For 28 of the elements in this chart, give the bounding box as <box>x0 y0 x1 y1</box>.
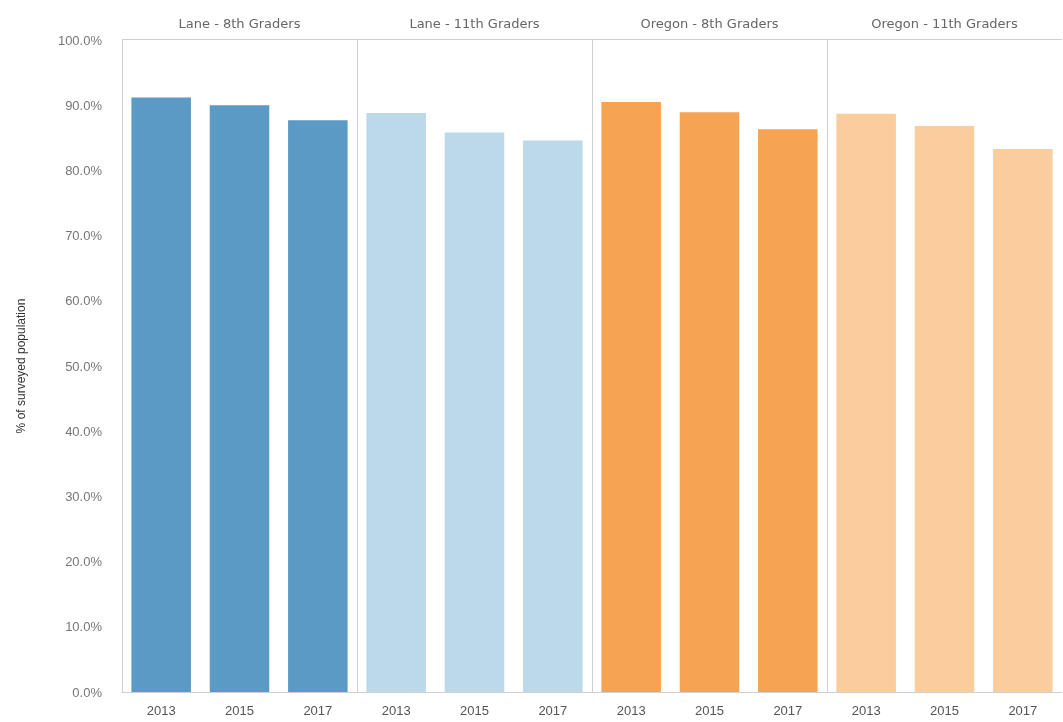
chart-title: Lane - 11th Graders <box>357 8 592 40</box>
x-tick-label: 2017 <box>773 703 803 718</box>
chart-title: Oregon - 11th Graders <box>827 8 1062 40</box>
y-tick-label: 20.0% <box>65 554 103 570</box>
y-tick-label: 80.0% <box>65 162 103 178</box>
x-tick-label: 2015 <box>695 703 724 718</box>
x-tick-label: 2015 <box>930 703 959 718</box>
x-tick-label: 2015 <box>225 703 254 718</box>
x-tick-label: 2017 <box>538 703 568 718</box>
y-tick-label: 70.0% <box>65 228 103 244</box>
y-tick-label: 30.0% <box>65 488 103 504</box>
x-tick-label: 2015 <box>460 703 489 718</box>
y-tick-label: 40.0% <box>65 423 103 439</box>
x-tick-label: 2013 <box>616 703 646 718</box>
x-tick-label: 2013 <box>146 703 176 718</box>
y-tick-label: 100.0% <box>57 32 103 48</box>
y-tick-label: 50.0% <box>65 358 103 374</box>
y-tick-label: 60.0% <box>65 293 103 309</box>
x-tick-label: 2017 <box>1008 703 1038 718</box>
y-tick-label: 0.0% <box>72 684 103 700</box>
chart-title: Oregon - 8th Graders <box>592 8 827 40</box>
x-tick-label: 2013 <box>851 703 881 718</box>
y-tick-label: 90.0% <box>65 97 103 113</box>
x-tick-label: 2013 <box>381 703 411 718</box>
chart-title: Lane - 8th Graders <box>122 8 357 40</box>
x-tick-label: 2017 <box>303 703 333 718</box>
y-axis-title: % of surveyed population <box>14 298 28 434</box>
y-tick-label: 10.0% <box>65 619 103 635</box>
